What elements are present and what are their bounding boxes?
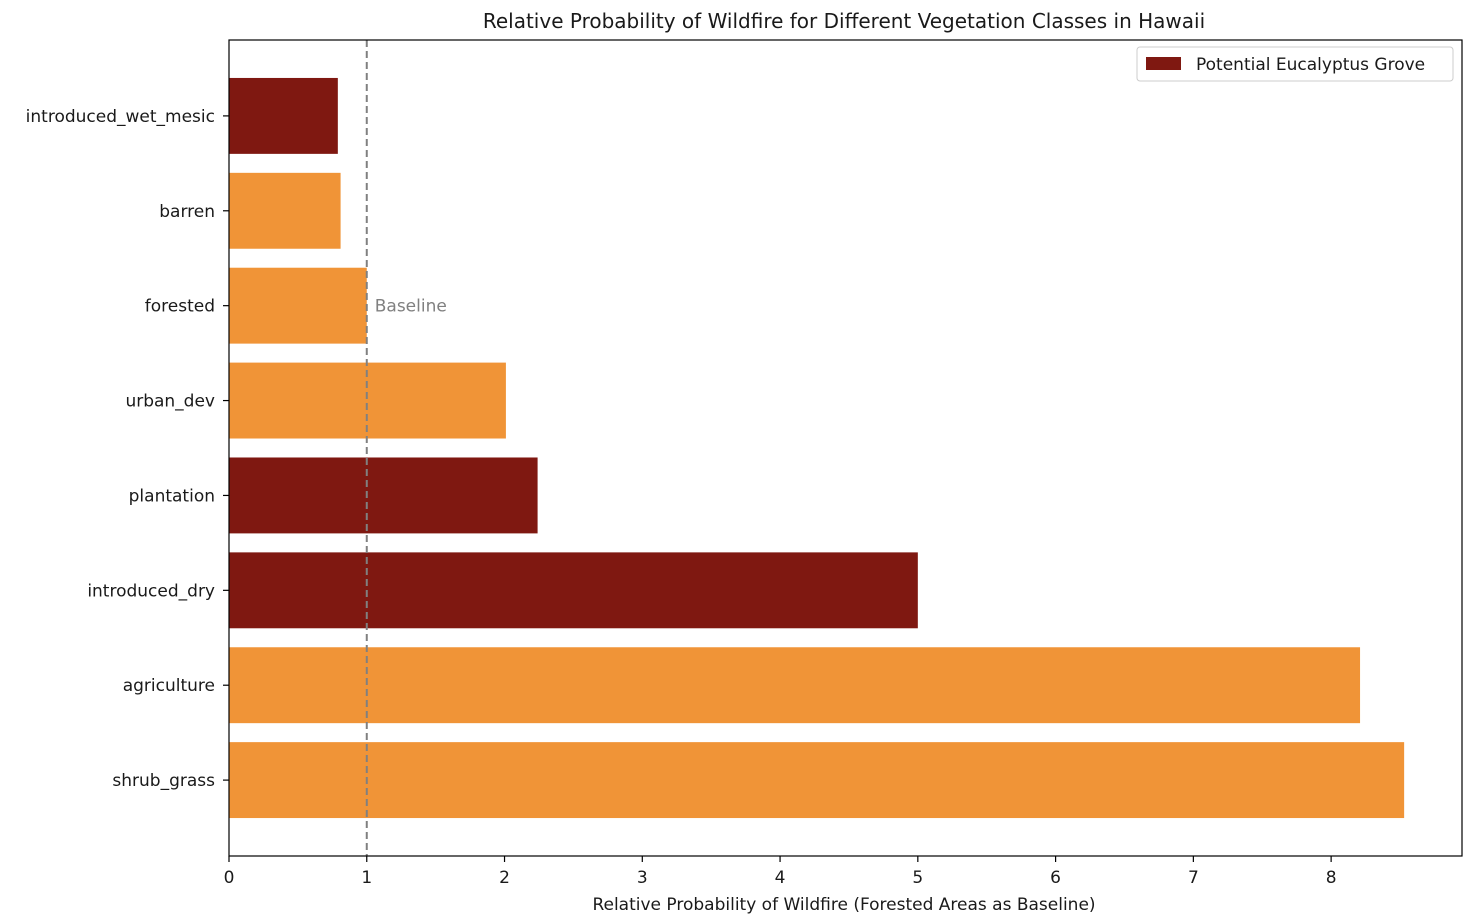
y-tick-label: shrub_grass (112, 771, 215, 791)
baseline-layer: Baseline (365, 40, 447, 856)
legend-label: Potential Eucalyptus Grove (1196, 55, 1425, 75)
y-tick-label: agriculture (123, 676, 215, 696)
x-tick-label: 5 (912, 868, 923, 888)
x-tick-label: 0 (224, 868, 235, 888)
x-tick-label: 6 (1050, 868, 1061, 888)
y-tick-label: introduced_dry (87, 581, 215, 601)
x-tick-label: 2 (499, 868, 510, 888)
legend-frame (1136, 46, 1454, 82)
legend: Potential Eucalyptus Grove (1136, 46, 1454, 82)
x-tick-label: 1 (361, 868, 372, 888)
y-tick-label: urban_dev (125, 392, 215, 412)
x-tick-label: 3 (637, 868, 648, 888)
y-tick-label: barren (159, 202, 215, 222)
bars-layer (229, 77, 1405, 819)
bar-plantation (229, 457, 538, 534)
x-tick-label: 7 (1188, 868, 1199, 888)
legend-swatch (1146, 57, 1181, 70)
y-tick-label: forested (145, 297, 215, 317)
x-tick-label: 8 (1326, 868, 1337, 888)
x-axis-label: Relative Probability of Wildfire (Forest… (592, 895, 1095, 915)
bar-introduced-dry (229, 552, 918, 629)
bar-introduced-wet-mesic (229, 77, 338, 154)
y-tick-label: introduced_wet_mesic (26, 107, 215, 127)
chart-title: Relative Probability of Wildfire for Dif… (483, 9, 1205, 33)
bar-barren (229, 172, 341, 249)
baseline-label: Baseline (375, 297, 447, 317)
bar-agriculture (229, 647, 1361, 724)
bar-forested (229, 267, 367, 344)
x-tick-label: 4 (775, 868, 786, 888)
plot-frame (228, 39, 1463, 857)
bar-shrub-grass (229, 742, 1405, 819)
y-tick-label: plantation (129, 486, 215, 506)
